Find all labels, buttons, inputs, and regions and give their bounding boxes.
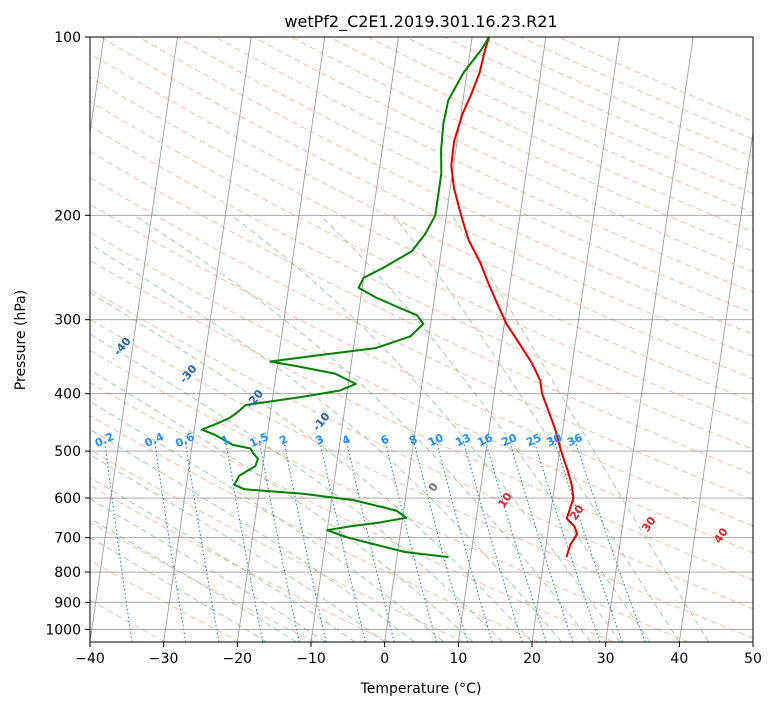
mixing-ratio-line	[510, 441, 573, 642]
y-tick-label: 200	[54, 208, 81, 224]
mixing-ratio-label: 1	[219, 433, 231, 448]
moist-adiabat-label: -40	[111, 335, 134, 359]
moist-adiabat	[320, 215, 650, 642]
dry-adiabat	[177, 37, 775, 642]
moist-adiabat	[452, 215, 708, 642]
mixing-ratio-line	[414, 441, 468, 642]
isotherm	[679, 37, 766, 642]
dry-adiabat	[0, 37, 763, 642]
x-tick-label: 0	[380, 651, 389, 667]
mixing-ratio-label: 2	[277, 433, 289, 448]
dry-adiabat-label: 30	[639, 514, 659, 534]
y-tick-label: 700	[54, 531, 81, 547]
x-axis: −40 −30 −20 −10 0 10 20 30 40 50	[75, 642, 762, 667]
moist-adiabat	[0, 215, 326, 642]
x-tick-label: −10	[296, 651, 326, 667]
chart-title: wetPf2_C2E1.2019.301.16.23.R21	[284, 12, 557, 32]
dry-adiabat	[0, 37, 315, 642]
mixing-ratio-label: 3	[314, 433, 326, 448]
x-tick-label: 50	[744, 651, 762, 667]
mixing-ratio-label: 0.4	[143, 430, 166, 450]
x-tick-label: 30	[597, 651, 615, 667]
dry-adiabat	[520, 37, 775, 642]
dry-adiabat-label: 10	[495, 490, 515, 510]
x-tick-label: 10	[449, 651, 467, 667]
mixing-ratio-label: 10	[426, 431, 446, 449]
moist-adiabat-label: -60	[0, 269, 3, 293]
dry-adiabat-label: 0	[426, 480, 441, 494]
moist-adiabat	[0, 215, 355, 642]
mixing-ratio-line	[284, 441, 326, 642]
mixing-ratio-line	[485, 441, 546, 642]
dry-adiabat-label: 40	[711, 525, 731, 545]
y-tick-label: 1000	[45, 622, 81, 638]
dry-adiabat	[482, 37, 775, 642]
moist-adiabat-label: -10	[310, 410, 333, 434]
mixing-ratio-line	[385, 441, 436, 642]
x-axis-label: Temperature (°C)	[360, 681, 482, 697]
y-tick-label: 300	[54, 313, 81, 329]
y-tick-label: 600	[54, 491, 81, 507]
moist-adiabat-label: -20	[243, 387, 266, 411]
isotherm	[753, 37, 775, 642]
mixing-ratio-label: 25	[524, 431, 543, 449]
dry-adiabat	[292, 37, 775, 642]
y-tick-label: 800	[54, 565, 81, 581]
dry-adiabat	[0, 37, 389, 642]
y-tick-label: 900	[54, 595, 81, 611]
y-axis: 100 200 300 400 500 600 700 800 900 1000	[45, 30, 90, 638]
mixing-ratio-label: 30	[545, 431, 565, 449]
mixing-ratio-line	[105, 441, 132, 642]
plot-area: 010203040-100-90-80-70-60-50-40-30-20-10…	[0, 37, 775, 642]
isotherm	[90, 37, 177, 642]
mixing-ratio-line	[436, 441, 492, 642]
dry-adiabat	[63, 37, 775, 642]
dry-adiabat	[444, 37, 775, 642]
dry-adiabat	[215, 37, 775, 642]
x-tick-label: −30	[149, 651, 179, 667]
temperature-line	[451, 37, 577, 557]
moist-adiabat	[0, 215, 267, 642]
mixing-ratio-label: 8	[407, 433, 419, 448]
y-axis-label: Pressure (hPa)	[13, 290, 29, 390]
mixing-ratio-label: 6	[379, 432, 392, 447]
isotherm	[532, 37, 619, 642]
mixing-ratio-label: 20	[500, 431, 520, 449]
dry-adiabat	[368, 37, 775, 642]
moist-adiabat	[0, 215, 296, 642]
moist-adiabat-label: -30	[177, 362, 200, 386]
plot-frame	[90, 37, 753, 642]
isotherm	[606, 37, 693, 642]
moist-adiabats	[0, 215, 709, 642]
isotherm	[16, 37, 103, 642]
mixing-ratio-label: 4	[340, 432, 353, 447]
y-tick-label: 500	[54, 444, 81, 460]
mixing-ratio-line	[554, 441, 622, 642]
isotherm	[237, 37, 324, 642]
mixing-ratio-label: 36	[565, 431, 585, 449]
x-tick-label: −40	[75, 651, 105, 667]
y-tick-label: 100	[54, 30, 81, 46]
dry-adiabat	[101, 37, 775, 642]
mixing-ratio-label: 13	[453, 431, 472, 449]
mixing-ratio-label: 0.6	[173, 430, 196, 450]
mixing-ratio-line	[155, 441, 186, 642]
y-tick-label: 400	[54, 387, 81, 403]
sounding-series	[202, 37, 577, 557]
dry-adiabats	[0, 37, 775, 642]
mixing-ratio-label: 16	[475, 431, 495, 449]
mixing-ratio-line	[346, 441, 394, 642]
x-tick-label: 20	[523, 651, 541, 667]
x-tick-label: −20	[223, 651, 253, 667]
x-tick-label: 40	[670, 651, 688, 667]
isotherm	[311, 37, 398, 642]
